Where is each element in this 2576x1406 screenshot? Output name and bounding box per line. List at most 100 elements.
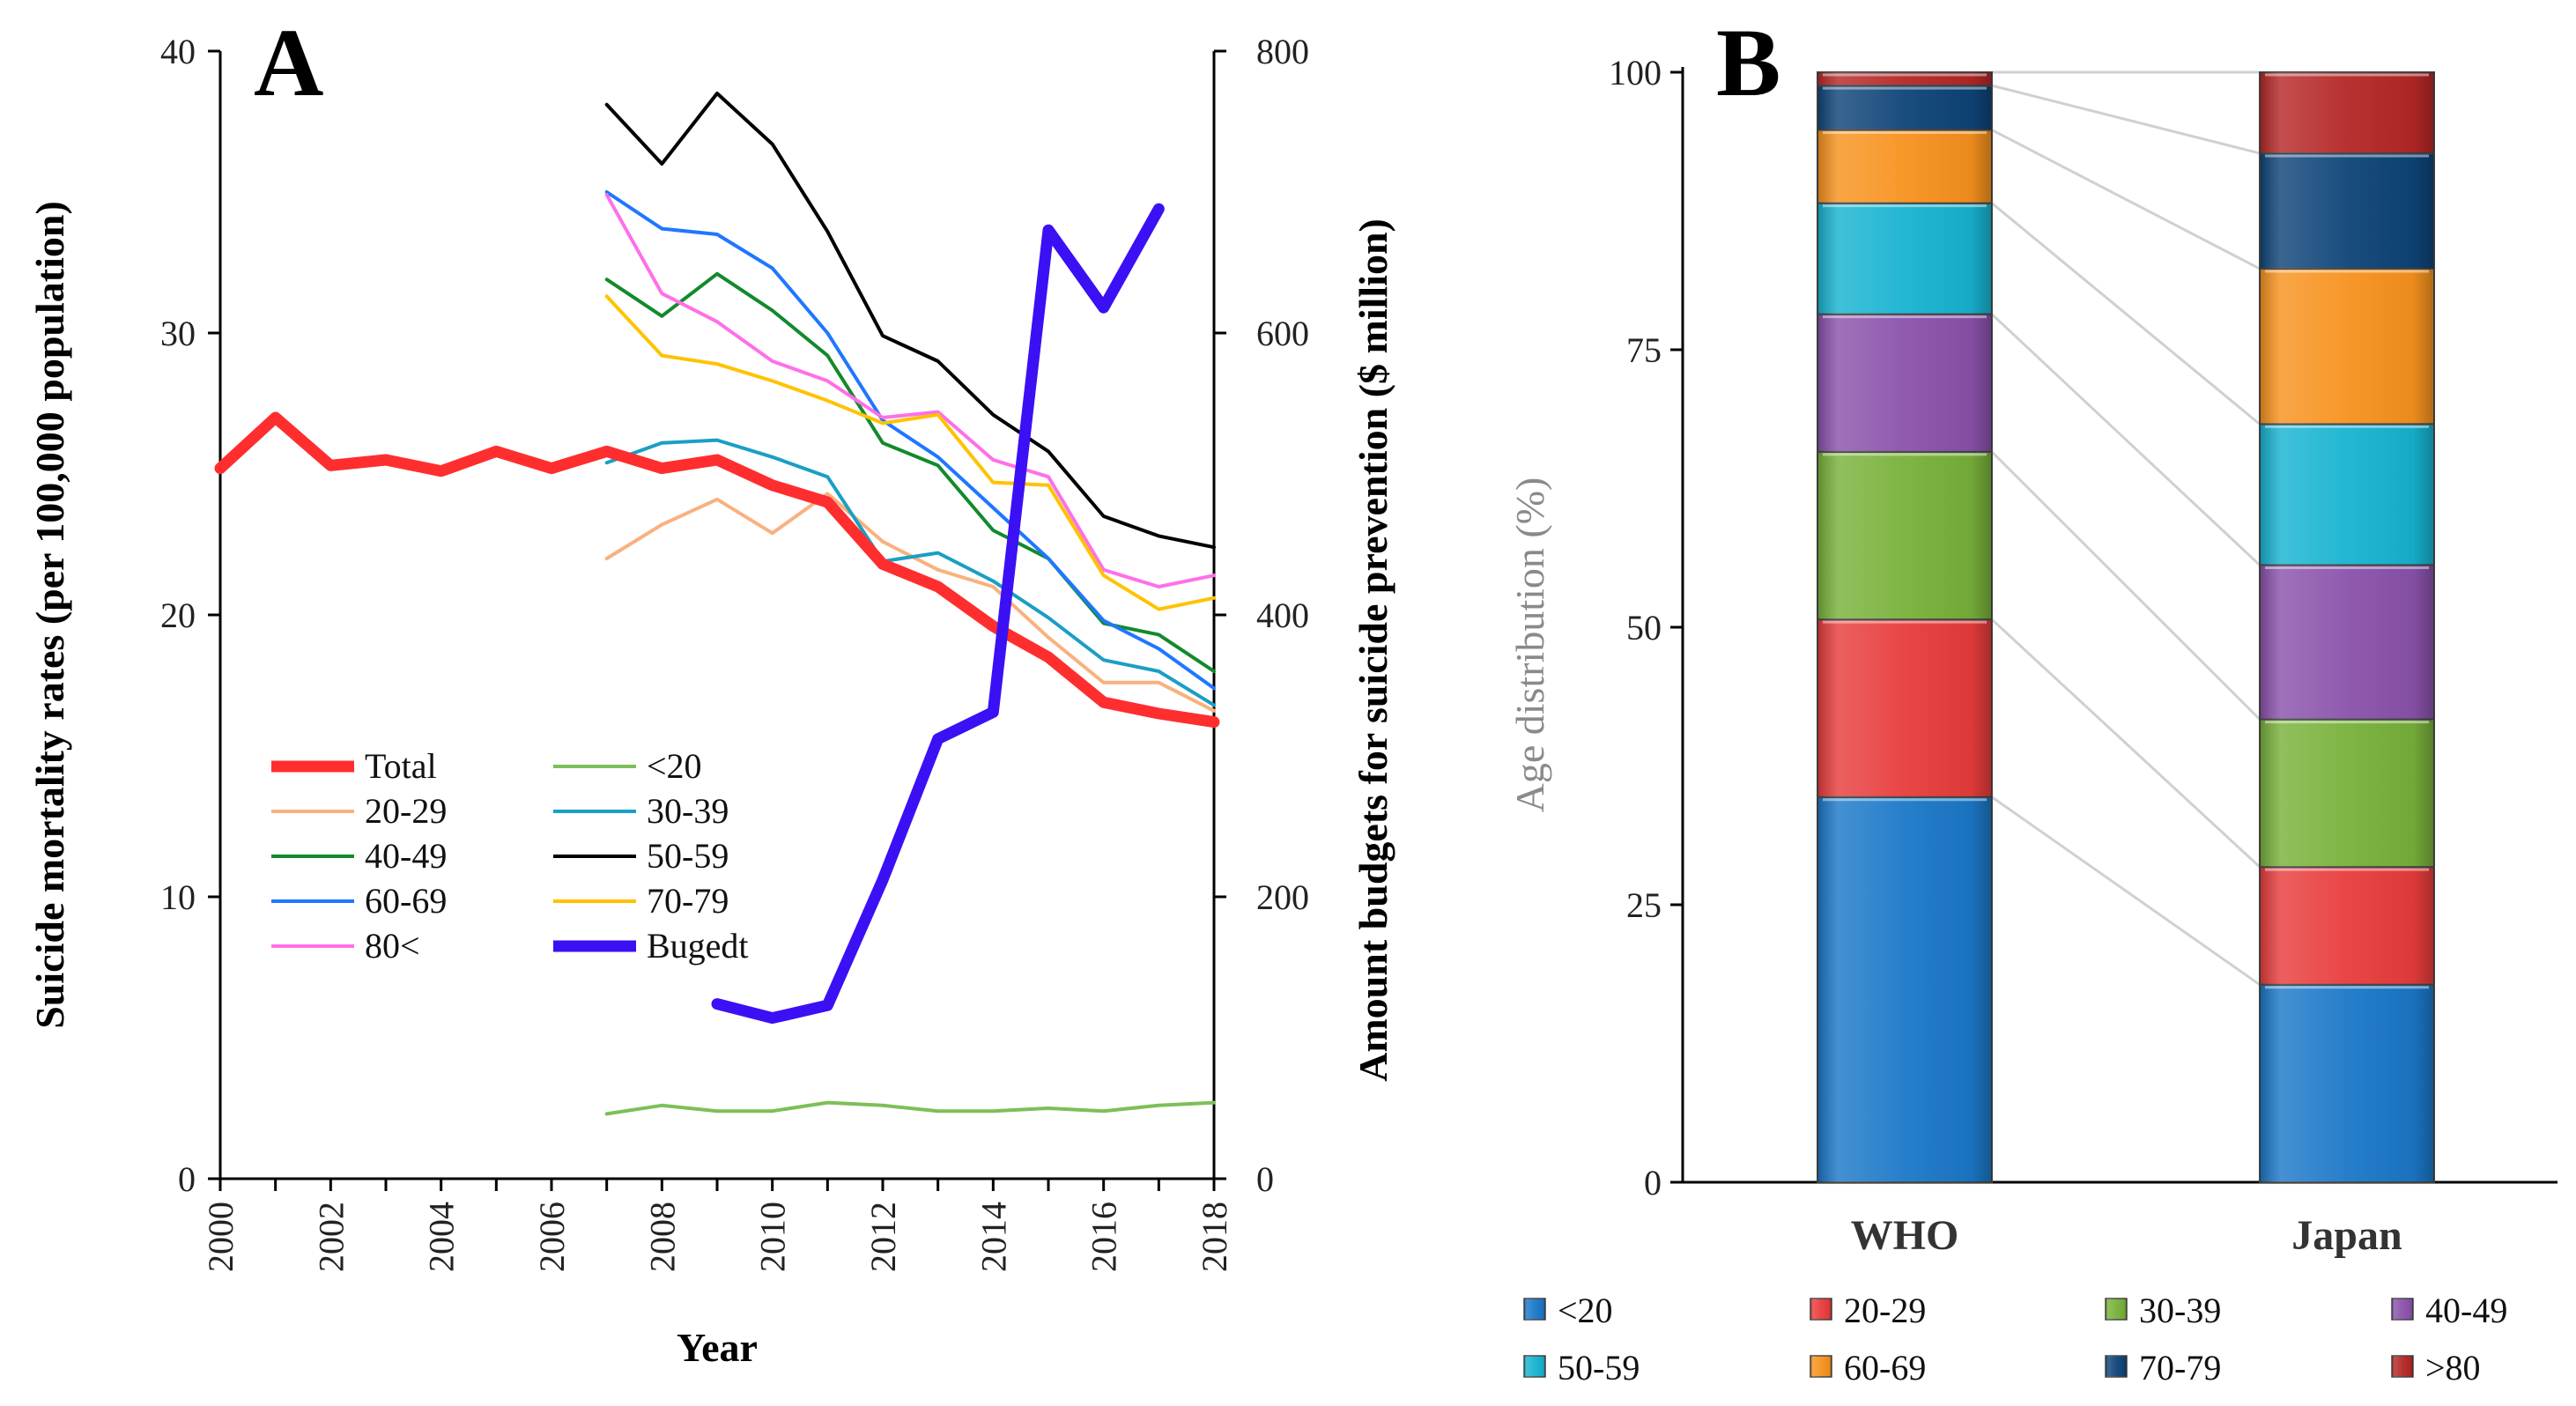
left-y-tick-label: 20	[160, 596, 196, 635]
left-y-tick-label: 10	[160, 877, 196, 917]
series-line-80lt	[604, 193, 1216, 588]
bar-segment-shading	[2260, 565, 2434, 720]
x-tick-label: 2000	[201, 1202, 241, 1272]
legend-label: 40-49	[2425, 1291, 2507, 1330]
stacked-bar-who	[1817, 71, 1993, 1184]
bar-segment-shading	[1817, 130, 1992, 204]
legend-item-total: Total	[271, 746, 437, 786]
series-line-bugedt	[711, 203, 1165, 1025]
x-tick-label: 2006	[532, 1202, 572, 1272]
legend-label: Total	[365, 746, 437, 786]
x-tick-label: 2002	[311, 1202, 351, 1272]
left-y-tick-label: 0	[178, 1159, 196, 1199]
b-y-axis-title: Age distribution (%)	[1507, 477, 1552, 813]
legend-swatch-shading	[2392, 1299, 2413, 1320]
legend-label: 20-29	[365, 791, 447, 831]
right-y-tick-label: 400	[1256, 596, 1309, 635]
legend-label: 60-69	[1844, 1348, 1926, 1388]
legend-swatch-shading	[1810, 1356, 1832, 1377]
legend-swatch-shading	[1524, 1299, 1545, 1320]
x-tick-label: 2008	[642, 1202, 682, 1272]
x-tick-label: 2016	[1084, 1202, 1124, 1272]
series-connector-line	[1991, 796, 2261, 986]
right-y-tick-label: 200	[1256, 877, 1309, 917]
legend-item-30-39: 30-39	[553, 791, 729, 831]
bar-segment-shading	[1817, 451, 1992, 620]
legend-item-70-79: 70-79	[553, 881, 729, 921]
bar-segment-shading	[1817, 203, 1992, 314]
legend-item-40-49: 40-49	[2391, 1291, 2507, 1330]
panel-a-label: A	[254, 9, 323, 116]
legend-item-60-69: 60-69	[271, 881, 447, 921]
legend-item-gt80: >80	[2391, 1348, 2481, 1388]
legend-swatch-shading	[2392, 1356, 2413, 1377]
bar-segment-shading	[1817, 314, 1992, 452]
legend-label: 20-29	[1844, 1291, 1926, 1330]
series-connector-line	[1991, 84, 2261, 155]
legend-item-50-59: 50-59	[1523, 1348, 1640, 1388]
series-line-50-59	[604, 92, 1216, 550]
legend-label: 70-79	[2139, 1348, 2221, 1388]
panel-b-label: B	[1716, 9, 1780, 116]
legend-label: 60-69	[365, 881, 447, 921]
legend-item-lt20: <20	[1523, 1291, 1613, 1330]
b-y-tick-label: 0	[1644, 1163, 1662, 1202]
panel-b-stacked-bar-chart: B 0 25 50 75 100 Age distribution (%) WHO Japan…	[1507, 9, 2557, 1388]
b-y-tick-label: 100	[1609, 53, 1662, 92]
legend-label: 40-49	[365, 836, 447, 876]
legend-swatch-shading	[2106, 1299, 2127, 1320]
x-tick-label: 2012	[863, 1202, 903, 1272]
legend-label: >80	[2425, 1348, 2481, 1388]
legend-item-20-29: 20-29	[1810, 1291, 1926, 1330]
right-y-tick-label: 600	[1256, 314, 1309, 353]
panel-a-series-lines	[214, 92, 1220, 1116]
panel-b-bars	[1817, 70, 2435, 1184]
left-y-tick-label: 40	[160, 32, 196, 71]
legend-item-30-39: 30-39	[2105, 1291, 2221, 1330]
bar-segment-shading	[1817, 72, 1992, 86]
series-line-lt20	[604, 1100, 1216, 1116]
legend-label: <20	[647, 746, 702, 786]
legend-swatch-shading	[2106, 1356, 2127, 1377]
series-connector-line	[1990, 450, 2261, 721]
series-line-60-69	[604, 190, 1216, 691]
legend-swatch-shading	[1810, 1299, 1832, 1320]
legend-item-20-29: 20-29	[271, 791, 447, 831]
series-connector-line	[1990, 618, 2261, 869]
right-y-tick-label: 800	[1256, 32, 1309, 71]
b-y-tick-label: 75	[1626, 330, 1662, 370]
legend-label: <20	[1558, 1291, 1613, 1330]
left-y-tick-label: 30	[160, 314, 196, 353]
b-y-tick-label: 50	[1626, 608, 1662, 648]
category-label-who: WHO	[1851, 1212, 1959, 1259]
bar-segment-shading	[2260, 424, 2434, 566]
bar-segment-shading	[1817, 619, 1992, 797]
bar-segment-shading	[2260, 269, 2434, 425]
bar-segment-shading	[2260, 984, 2434, 1182]
series-connector-line	[1991, 202, 2261, 426]
legend-item-70-79: 70-79	[2105, 1348, 2221, 1388]
legend-label: 30-39	[2139, 1291, 2221, 1330]
legend-item-bugedt: Bugedt	[553, 926, 749, 966]
legend-swatch-shading	[1524, 1356, 1545, 1377]
bar-segment-shading	[1817, 796, 1992, 1182]
x-axis-title: Year	[677, 1325, 758, 1370]
series-line-total	[214, 411, 1220, 729]
bar-segment-shading	[2260, 72, 2434, 153]
series-connector-line	[1990, 313, 2261, 566]
series-connector-line	[1991, 129, 2261, 270]
b-y-tick-label: 25	[1626, 885, 1662, 925]
legend-label: 50-59	[647, 836, 729, 876]
right-y-tick-label: 0	[1256, 1159, 1274, 1199]
bar-segment-shading	[2260, 867, 2434, 985]
left-y-axis-title: Suicide mortality rates (per 100,000 pop…	[27, 201, 72, 1029]
legend-item-60-69: 60-69	[1810, 1348, 1926, 1388]
x-tick-label: 2010	[753, 1202, 793, 1272]
legend-label: 80<	[365, 926, 420, 966]
series-line-20-29	[604, 492, 1216, 713]
legend-item-50-59: 50-59	[553, 836, 729, 876]
legend-label: 70-79	[647, 881, 729, 921]
